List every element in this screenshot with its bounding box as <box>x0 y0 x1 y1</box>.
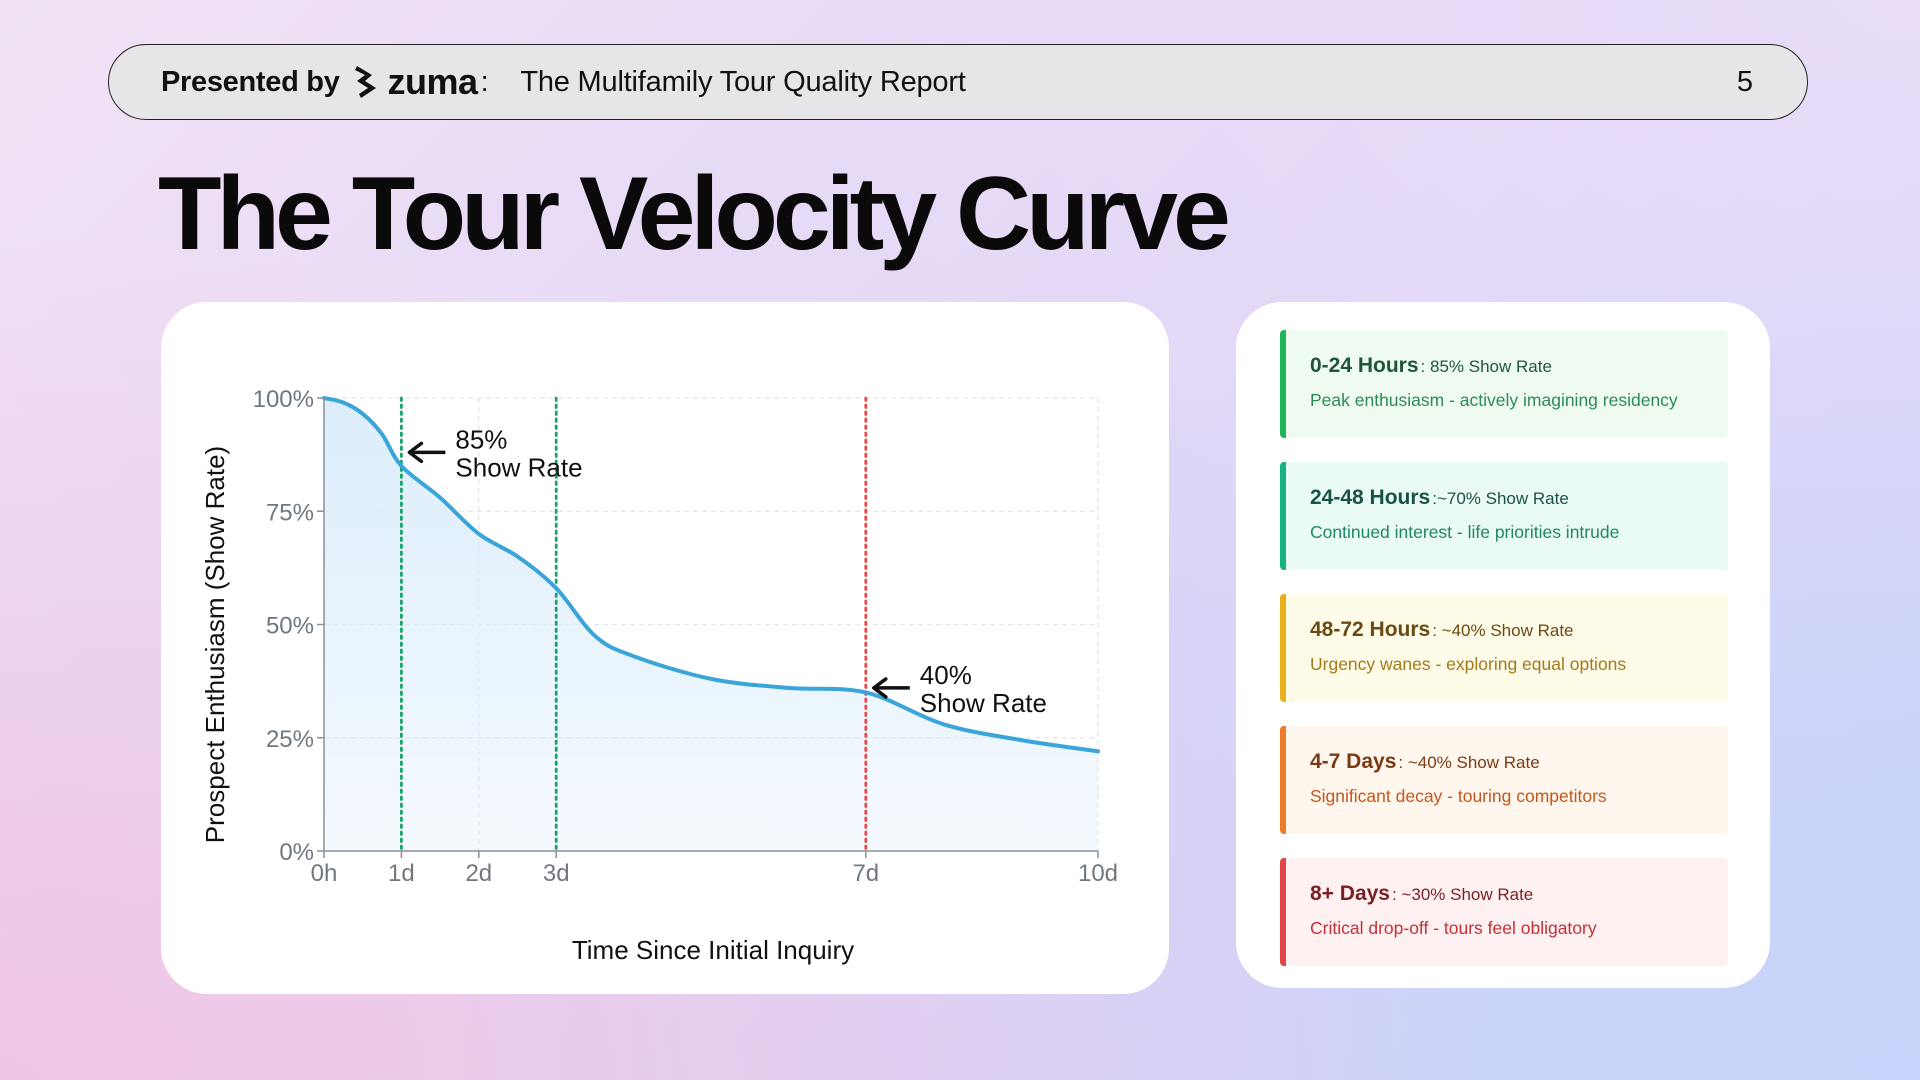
stage-card: 8+ Days: ~30% Show Rate Critical drop-off… <box>1280 858 1728 966</box>
stage-description: Continued interest - life priorities int… <box>1310 522 1620 542</box>
stage-description: Peak enthusiasm - actively imagining res… <box>1310 390 1678 410</box>
stage-show-rate: : 85% Show Rate <box>1420 357 1552 376</box>
annotation-label: 85% <box>455 424 507 454</box>
presented-by-label: Presented by <box>161 65 340 98</box>
stage-description: Urgency wanes - exploring equal options <box>1310 654 1627 674</box>
stage-heading: 8+ Days: ~30% Show Rate <box>1310 883 1728 904</box>
x-axis-label: Time Since Initial Inquiry <box>572 935 854 965</box>
stage-label: 0-24 Hours <box>1310 354 1419 377</box>
series-line <box>322 396 1100 754</box>
y-axis-label: Prospect Enthusiasm (Show Rate) <box>200 446 230 843</box>
stage-card: 24-48 Hours:~70% Show Rate Continued inte… <box>1280 462 1728 570</box>
stage-card: 4-7 Days: ~40% Show Rate Significant deca… <box>1280 726 1728 834</box>
stage-legend-card: 0-24 Hours: 85% Show Rate Peak enthusiasm… <box>1236 302 1770 988</box>
tour-velocity-chart: 0% 25% 50% 75% 100% 0h 1d 2d 3d 7d 10d Time Since I… <box>200 386 1118 965</box>
annotation-label: Show Rate <box>455 452 582 482</box>
series-area-fill <box>324 398 1098 851</box>
annotation-arrowhead <box>872 677 888 699</box>
stage-heading: 4-7 Days: ~40% Show Rate <box>1310 751 1728 772</box>
y-tick-label: 50% <box>266 613 314 640</box>
page-title: The Tour Velocity Curve <box>158 156 1231 272</box>
stage-label: 48-72 Hours <box>1310 618 1431 641</box>
stage-show-rate: : ~30% Show Rate <box>1391 885 1534 904</box>
annotation-label: 40% <box>920 660 972 690</box>
stage-show-rate: : ~40% Show Rate <box>1432 621 1574 640</box>
zuma-logo-text: zuma <box>387 61 479 102</box>
stage-description: Critical drop-off - tours feel obligator… <box>1310 918 1597 938</box>
zuma-logo-icon <box>354 66 376 98</box>
x-tick-label: 1d <box>388 860 415 887</box>
y-tick-label: 25% <box>266 726 314 753</box>
chart-card: 0% 25% 50% 75% 100% 0h 1d 2d 3d 7d 10d Time Since I… <box>161 302 1169 994</box>
stage-label: 24-48 Hours <box>1310 486 1431 509</box>
report-header-bar: Presented by zuma : The Multifamily Tour… <box>108 44 1808 120</box>
y-tick-label: 75% <box>266 499 314 526</box>
stage-card: 48-72 Hours: ~40% Show Rate Urgency wanes… <box>1280 594 1728 702</box>
zuma-logo: zuma : <box>354 61 489 103</box>
stage-label: 4-7 Days <box>1310 750 1397 773</box>
report-title: The Multifamily Tour Quality Report <box>520 65 966 98</box>
x-tick-label: 3d <box>543 860 570 887</box>
stage-heading: 24-48 Hours:~70% Show Rate <box>1310 487 1728 508</box>
x-tick-label: 0h <box>311 860 338 887</box>
stage-heading: 0-24 Hours: 85% Show Rate <box>1310 355 1728 376</box>
stage-description: Significant decay - touring competitors <box>1310 786 1607 806</box>
annotation-label: Show Rate <box>920 688 1047 718</box>
stage-show-rate: :~70% Show Rate <box>1432 489 1569 508</box>
x-tick-label: 2d <box>465 860 492 887</box>
stage-heading: 48-72 Hours: ~40% Show Rate <box>1310 619 1728 640</box>
y-tick-label: 100% <box>253 386 314 413</box>
x-tick-label: 7d <box>852 860 879 887</box>
y-tick-label: 0% <box>279 839 314 866</box>
logo-colon: : <box>480 65 489 98</box>
stage-show-rate: : ~40% Show Rate <box>1398 753 1540 772</box>
annotation-arrowhead <box>407 441 424 464</box>
stage-card: 0-24 Hours: 85% Show Rate Peak enthusiasm… <box>1280 330 1728 438</box>
stage-label: 8+ Days <box>1310 882 1390 905</box>
page-number: 5 <box>1736 65 1753 98</box>
x-tick-label: 10d <box>1078 860 1118 887</box>
